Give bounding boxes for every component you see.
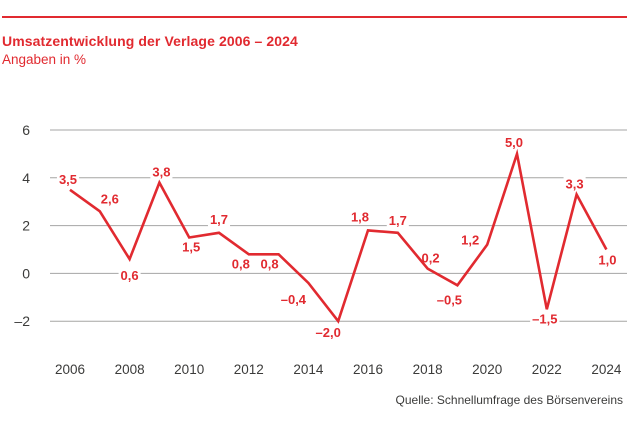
data-label-background bbox=[207, 211, 231, 227]
label-backgrounds-group bbox=[56, 134, 619, 341]
x-tick-label: 2010 bbox=[174, 362, 204, 377]
source-caption: Quelle: Schnellumfrage des Börsenvereins bbox=[395, 393, 623, 407]
data-label: 1,0 bbox=[598, 253, 616, 268]
data-label: 2,6 bbox=[101, 191, 119, 206]
data-label: 1,5 bbox=[182, 240, 200, 255]
data-label: 0,8 bbox=[232, 256, 250, 271]
data-line bbox=[69, 148, 608, 324]
x-tick-label: 2018 bbox=[413, 362, 443, 377]
data-label-background bbox=[313, 325, 343, 341]
data-label: 3,3 bbox=[566, 177, 584, 192]
data-label: 0,8 bbox=[261, 256, 279, 271]
y-tick-label: 0 bbox=[22, 265, 30, 281]
data-label-background bbox=[386, 212, 409, 228]
x-tick-label: 2024 bbox=[591, 362, 622, 377]
data-label-background bbox=[150, 164, 173, 180]
data-label-background bbox=[229, 256, 252, 272]
data-label-background bbox=[118, 268, 141, 284]
x-tick-label: 2006 bbox=[55, 362, 85, 377]
top-rule bbox=[2, 16, 627, 18]
x-tick-label: 2014 bbox=[293, 362, 324, 377]
data-label-background bbox=[258, 256, 281, 272]
gridlines-group bbox=[50, 129, 627, 322]
data-label: 3,8 bbox=[152, 165, 170, 180]
data-label-background bbox=[419, 250, 442, 266]
data-label-background bbox=[434, 292, 465, 308]
data-label: 5,0 bbox=[505, 135, 523, 150]
data-label: –0,5 bbox=[437, 292, 462, 307]
labels-group: 6 4 2 0 –2 2006 2008 2010 2012 2014 2016 2018 2020 20… bbox=[14, 122, 621, 377]
data-label-background bbox=[459, 232, 482, 248]
data-label-background bbox=[563, 176, 586, 192]
x-tick-label: 2020 bbox=[472, 362, 502, 377]
series-group bbox=[69, 148, 608, 324]
data-label: 1,7 bbox=[389, 213, 407, 228]
data-label: 0,2 bbox=[422, 251, 440, 266]
data-label: 3,5 bbox=[59, 172, 77, 187]
data-label-background bbox=[278, 291, 309, 307]
x-tick-label: 2008 bbox=[115, 362, 145, 377]
x-tick-label: 2016 bbox=[353, 362, 383, 377]
data-label: 1,8 bbox=[351, 209, 369, 224]
data-label-background bbox=[596, 252, 619, 268]
data-label: –2,0 bbox=[316, 325, 341, 340]
data-label: –1,5 bbox=[532, 311, 557, 326]
y-tick-label: 4 bbox=[22, 170, 30, 186]
x-tick-label: 2012 bbox=[234, 362, 264, 377]
data-label: 1,7 bbox=[210, 212, 228, 227]
data-label-background bbox=[502, 134, 526, 150]
data-label-background bbox=[98, 191, 121, 207]
data-label: 0,6 bbox=[121, 268, 139, 283]
x-tick-label: 2022 bbox=[532, 362, 562, 377]
data-label: –0,4 bbox=[281, 292, 307, 307]
chart-subtitle: Angaben in % bbox=[2, 52, 87, 67]
data-label-background bbox=[530, 311, 560, 327]
y-tick-label: –2 bbox=[14, 313, 30, 329]
y-tick-label: 2 bbox=[22, 218, 30, 234]
chart-title: Umsatzentwicklung der Verlage 2006 – 202… bbox=[2, 33, 298, 49]
data-label: 1,2 bbox=[461, 233, 479, 248]
data-label-background bbox=[180, 239, 203, 255]
data-label-background bbox=[56, 171, 80, 187]
y-tick-label: 6 bbox=[22, 122, 30, 138]
data-label-background bbox=[348, 209, 372, 225]
